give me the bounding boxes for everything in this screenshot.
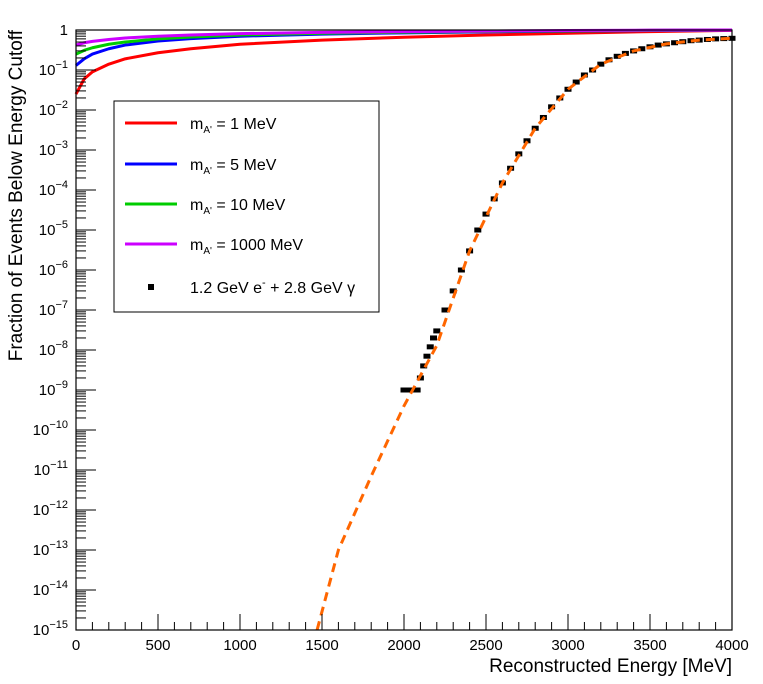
data-point — [531, 125, 539, 131]
data-point — [638, 46, 646, 52]
x-tick-label: 1500 — [305, 637, 338, 654]
y-tick-label: 10−13 — [33, 539, 68, 559]
y-tick-label: 10−2 — [39, 99, 68, 119]
y-tick-label: 10−4 — [39, 179, 68, 199]
y-tick-label: 10−8 — [39, 339, 68, 359]
data-point — [433, 328, 441, 334]
y-tick-label: 1 — [60, 22, 68, 39]
legend-label: 1.2 GeV e- + 2.8 GeV γ — [190, 277, 355, 297]
x-tick-label: 1000 — [223, 637, 256, 654]
y-tick-label: 10−5 — [39, 219, 68, 239]
y-tick-label: 10−3 — [39, 139, 68, 159]
data-point — [449, 288, 457, 294]
legend-label: mA' = 10 MeV — [190, 197, 286, 217]
y-axis-label: Fraction of Events Below Energy Cutoff — [6, 29, 27, 361]
x-tick-label: 2500 — [469, 637, 502, 654]
y-tick-label: 10−9 — [39, 379, 68, 399]
y-tick-label: 10−10 — [33, 419, 68, 439]
series-line — [75, 28, 733, 47]
y-tick-label: 10−1 — [39, 59, 68, 79]
data-point — [671, 40, 679, 46]
legend-marker — [148, 284, 154, 290]
axes-layer: 0 500 1000 1500 2000 2500 3000 3500 4000 1 10−1 10−… — [33, 22, 749, 654]
data-point — [613, 53, 621, 59]
y-tick-label: 10−15 — [33, 619, 68, 639]
legend-label: mA' = 5 MeV — [190, 157, 277, 177]
x-tick-label: 0 — [72, 637, 80, 654]
data-point — [523, 138, 531, 144]
data-point — [413, 387, 421, 393]
legend-label: mA' = 1 MeV — [190, 116, 277, 136]
fit-line — [315, 36, 733, 631]
data-point — [654, 42, 662, 48]
x-axis-label: Reconstructed Energy [MeV] — [489, 656, 732, 677]
data-point — [712, 36, 720, 42]
legend: mA' = 1 MeV mA' = 5 MeV mA' = 10 MeV mA' = … — [113, 100, 380, 313]
y-tick-label: 10−7 — [39, 299, 68, 319]
y-tick-label: 10−6 — [39, 259, 68, 279]
data-point — [441, 307, 449, 313]
legend-box — [113, 100, 380, 313]
data-point — [423, 353, 431, 359]
y-tick-label: 10−12 — [33, 499, 68, 519]
series-line — [74, 28, 733, 95]
x-tick-label: 3000 — [551, 637, 584, 654]
y-tick-label: 10−11 — [33, 459, 68, 479]
x-tick-label: 2000 — [387, 637, 420, 654]
data-point — [474, 227, 482, 233]
x-tick-label: 3500 — [633, 637, 666, 654]
data-point — [597, 61, 605, 67]
y-tick-label: 10−14 — [33, 579, 68, 599]
series-layer — [74, 28, 736, 631]
x-tick-label: 500 — [145, 637, 170, 654]
data-point — [572, 79, 580, 85]
data-point — [457, 267, 465, 273]
legend-label: mA' = 1000 MeV — [190, 237, 303, 257]
data-point — [420, 363, 428, 369]
data-point — [430, 335, 438, 341]
data-point — [426, 344, 434, 350]
x-tick-label: 4000 — [715, 637, 748, 654]
